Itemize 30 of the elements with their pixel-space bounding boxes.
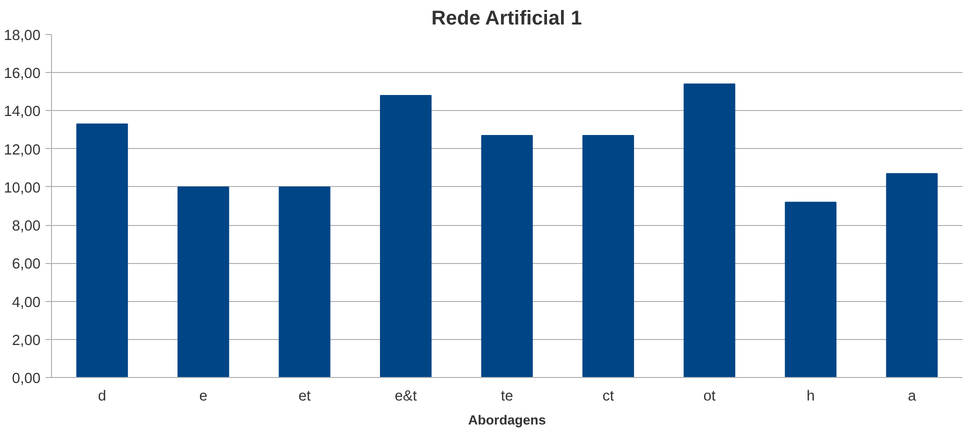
x-tick-label: et (298, 388, 311, 404)
bar (582, 134, 634, 378)
y-tick-label: 16,00 (4, 66, 41, 82)
chart-title: Rede Artificial 1 (431, 8, 582, 30)
y-tick-label: 2,00 (12, 332, 41, 349)
y-tick-label: 18,00 (4, 28, 41, 44)
bar (684, 84, 736, 378)
x-tick-label: a (908, 388, 917, 404)
bar (481, 134, 533, 378)
x-tick-label: te (500, 388, 514, 404)
bar (178, 186, 230, 378)
y-tick-label: 8,00 (12, 218, 41, 235)
y-tick-label: 6,00 (12, 256, 41, 273)
bar (886, 173, 938, 378)
x-tick-label: ot (703, 388, 716, 404)
y-tick-label: 12,00 (4, 142, 41, 158)
x-axis-title: Abordagens (468, 412, 546, 428)
y-tick-label: 0,00 (12, 371, 41, 387)
y-tick-label: 4,00 (12, 294, 41, 311)
y-tick-label: 14,00 (4, 104, 41, 120)
bar (784, 202, 836, 378)
bar (380, 94, 432, 378)
x-tick-label: e (199, 388, 208, 404)
x-tick-label: e&t (394, 388, 417, 404)
x-tick-label: d (98, 388, 106, 404)
y-tick-label: 10,00 (4, 180, 41, 196)
x-tick-label: h (806, 388, 815, 404)
bar (76, 124, 128, 378)
bar (278, 186, 330, 378)
x-tick-label: ct (602, 388, 614, 404)
